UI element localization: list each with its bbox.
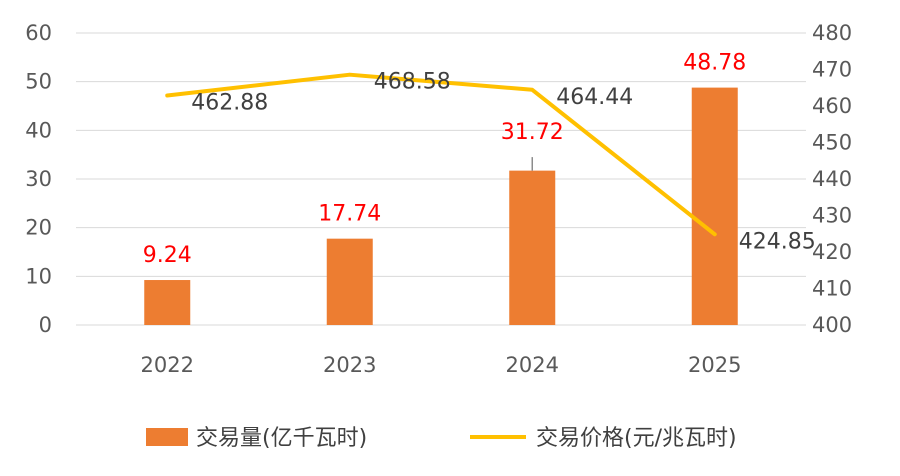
- right-tick-label: 410: [812, 277, 852, 301]
- bar-data-label: 31.72: [501, 120, 564, 145]
- bar-data-labels: 9.24 17.74 31.72 48.78: [143, 51, 746, 268]
- line-data-label: 424.85: [739, 229, 816, 254]
- left-tick-label: 30: [25, 167, 52, 191]
- bar: [691, 87, 738, 325]
- right-tick-label: 450: [812, 131, 852, 155]
- x-tick-label: 2025: [688, 353, 741, 377]
- left-tick-label: 60: [25, 21, 52, 45]
- right-tick-label: 420: [812, 240, 852, 264]
- left-tick-label: 40: [25, 118, 52, 142]
- x-tick-label: 2023: [323, 353, 376, 377]
- bar-data-label: 48.78: [683, 51, 746, 76]
- x-axis-ticks: 2022 2023 2024 2025: [141, 353, 742, 377]
- legend-bar-label: 交易量(亿千瓦时): [196, 426, 367, 451]
- left-tick-label: 50: [25, 70, 52, 94]
- right-axis-ticks: 400 410 420 430 440 450 460 470 480: [812, 21, 852, 337]
- left-tick-label: 10: [25, 264, 52, 288]
- right-tick-label: 400: [812, 313, 852, 337]
- bar-data-label: 17.74: [318, 202, 381, 227]
- bar-series: [144, 87, 738, 325]
- line-data-label: 468.58: [374, 70, 451, 95]
- bar-data-label: 9.24: [143, 243, 192, 268]
- legend: 交易量(亿千瓦时) 交易价格(元/兆瓦时): [146, 426, 737, 451]
- bar: [326, 238, 373, 325]
- price-line: [165, 72, 717, 237]
- bar: [509, 170, 556, 325]
- line-data-label: 464.44: [556, 85, 633, 110]
- bar: [144, 280, 191, 325]
- right-tick-label: 480: [812, 21, 852, 45]
- x-tick-label: 2024: [506, 353, 559, 377]
- right-tick-label: 460: [812, 94, 852, 118]
- line-data-labels: 462.88 468.58 464.44 424.85: [191, 70, 815, 255]
- left-tick-label: 20: [25, 216, 52, 240]
- line-data-label: 462.88: [191, 90, 268, 115]
- left-axis-ticks: 0 10 20 30 40 50 60: [25, 21, 52, 337]
- right-tick-label: 440: [812, 167, 852, 191]
- left-tick-label: 0: [39, 313, 52, 337]
- right-tick-label: 430: [812, 204, 852, 228]
- legend-line-label: 交易价格(元/兆瓦时): [536, 426, 737, 451]
- x-tick-label: 2022: [141, 353, 194, 377]
- legend-bar-swatch: [146, 428, 188, 446]
- right-tick-label: 470: [812, 58, 852, 82]
- line-series: [165, 72, 717, 237]
